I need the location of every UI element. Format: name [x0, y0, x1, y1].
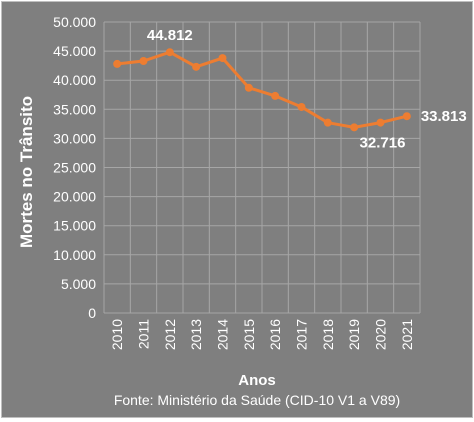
x-tick-label: 2016	[267, 319, 283, 350]
y-tick-label: 50.000	[53, 14, 96, 30]
data-labels: 44.812 32.716 33.813	[147, 27, 467, 151]
x-tick-label: 2017	[294, 319, 310, 350]
line-chart: 0 5.000 10.000 15.000 20.000 25.000 30.000 35.0…	[17, 14, 467, 408]
x-tick-label: 2013	[188, 319, 204, 350]
data-point	[139, 56, 148, 65]
y-tick-label: 10.000	[53, 247, 96, 263]
y-axis-label: Mortes no Trânsito	[17, 96, 36, 248]
data-point	[297, 102, 306, 111]
x-tick-label: 2021	[399, 319, 415, 350]
y-tick-label: 20.000	[53, 189, 96, 205]
x-tick-label: 2015	[241, 319, 257, 350]
x-tick-label: 2012	[162, 319, 178, 350]
data-point	[350, 123, 359, 132]
y-tick-label: 30.000	[53, 130, 96, 146]
y-tick-label: 15.000	[53, 218, 96, 234]
y-tick-label: 25.000	[53, 160, 96, 176]
data-point	[402, 112, 411, 121]
y-tick-label: 35.000	[53, 101, 96, 117]
x-tick-label: 2020	[373, 319, 389, 350]
y-tick-label: 0	[88, 305, 96, 321]
data-point	[192, 62, 201, 71]
x-tick-label: 2011	[136, 319, 152, 349]
data-point	[165, 48, 174, 57]
source-note: Fonte: Ministério da Saúde (CID-10 V1 a …	[114, 392, 400, 408]
data-point	[376, 118, 385, 127]
data-label: 32.716	[360, 135, 406, 152]
data-point	[271, 91, 280, 100]
series-group	[113, 48, 411, 132]
y-tick-label: 5.000	[61, 276, 96, 292]
data-point	[218, 54, 227, 63]
series-line	[117, 50, 408, 129]
data-point	[323, 118, 332, 127]
y-axis-ticks: 0 5.000 10.000 15.000 20.000 25.000 30.000 35.0…	[53, 14, 96, 321]
y-tick-label: 45.000	[53, 43, 96, 59]
data-label: 44.812	[147, 27, 193, 44]
x-tick-label: 2010	[109, 319, 125, 350]
x-axis-ticks: 2010 2011 2012 2013 2014 2015 2016 2017 2018 2019…	[109, 319, 415, 350]
gridlines	[103, 21, 421, 314]
x-axis-label: Anos	[238, 372, 276, 389]
x-tick-label: 2019	[346, 319, 362, 350]
x-tick-label: 2018	[320, 319, 336, 350]
data-label: 33.813	[421, 108, 467, 125]
data-point	[244, 83, 253, 92]
data-point	[113, 59, 122, 68]
y-tick-label: 40.000	[53, 72, 96, 88]
x-tick-label: 2014	[215, 319, 231, 350]
